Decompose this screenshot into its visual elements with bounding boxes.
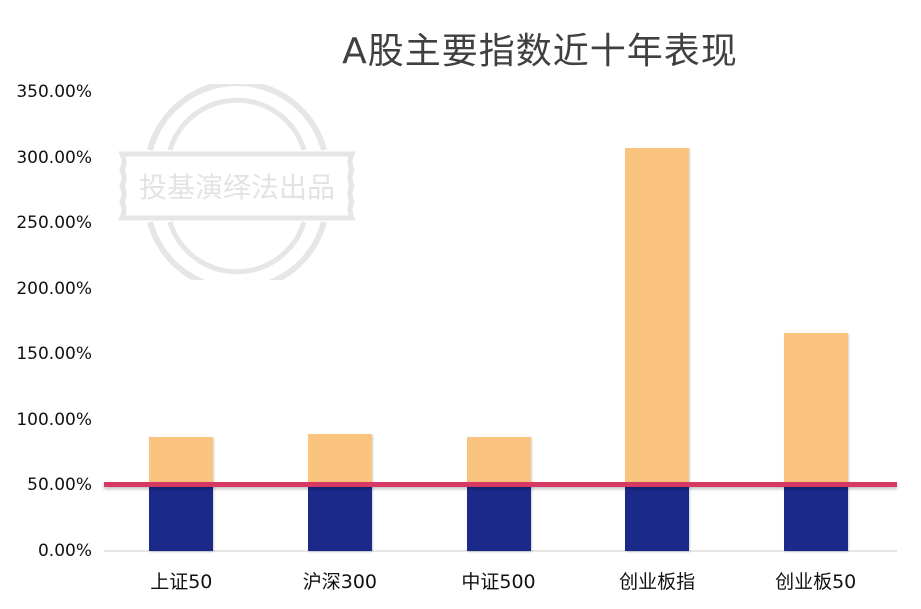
x-tick-label: 创业板50 bbox=[775, 571, 857, 593]
bar-segment-base bbox=[466, 485, 531, 551]
y-tick-label: 250.00% bbox=[16, 213, 92, 234]
y-tick-label: 200.00% bbox=[16, 278, 92, 299]
bar-segment-upper bbox=[466, 436, 531, 486]
x-axis-line bbox=[104, 550, 897, 552]
reference-line-50pct bbox=[104, 482, 897, 488]
x-tick-label: 沪深300 bbox=[302, 571, 378, 593]
bar-segment-base bbox=[625, 485, 690, 551]
bar-segment-upper bbox=[783, 333, 848, 486]
bar-segment-base bbox=[783, 485, 848, 551]
watermark-text: 投基演绎法出品 bbox=[139, 171, 335, 204]
y-tick-label: 50.00% bbox=[27, 475, 92, 496]
y-tick-label: 150.00% bbox=[16, 344, 92, 365]
bar-segment-upper bbox=[625, 148, 690, 486]
x-tick-label: 上证50 bbox=[150, 571, 213, 593]
y-tick-label: 300.00% bbox=[16, 147, 92, 168]
bar-segment-upper bbox=[149, 436, 214, 486]
x-tick-label: 创业板指 bbox=[619, 571, 696, 593]
bar-segment-upper bbox=[307, 434, 372, 486]
y-tick-label: 350.00% bbox=[16, 82, 92, 102]
bar-segment-base bbox=[307, 485, 372, 551]
bar-segment-base bbox=[149, 485, 214, 551]
watermark-stamp-icon: 投基演绎法出品 bbox=[117, 84, 357, 280]
y-tick-label: 0.00% bbox=[37, 541, 92, 561]
chart-title: A股主要指数近十年表现 bbox=[342, 31, 738, 72]
y-tick-label: 100.00% bbox=[16, 409, 92, 430]
x-tick-label: 中证500 bbox=[461, 571, 536, 593]
